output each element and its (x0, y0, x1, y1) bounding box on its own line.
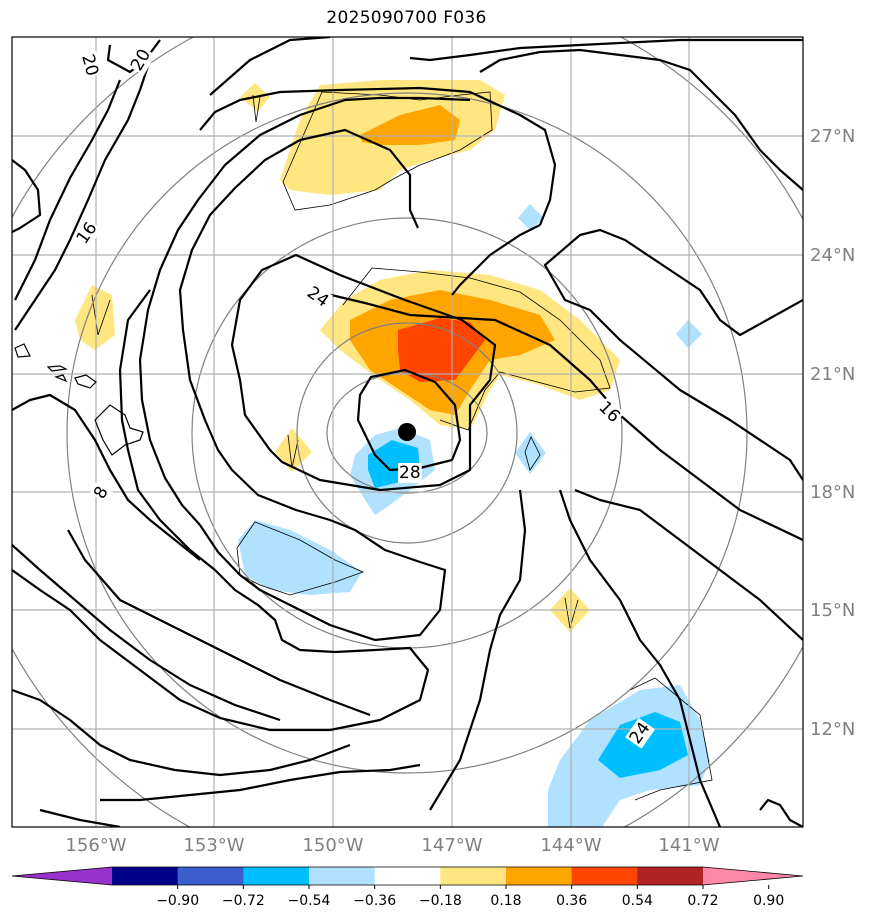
contour-label: 28 (399, 463, 421, 483)
contour-label-halo (625, 717, 656, 749)
contour-label-halo (126, 44, 156, 76)
colorbar-segment (177, 867, 244, 885)
contour-label-halo (302, 282, 334, 313)
colorbar-tick-label: −0.72 (222, 893, 265, 909)
colorbar-segment (112, 867, 179, 885)
lat-label: 21°N (810, 364, 855, 385)
latitude-labels: 27°N 24°N 21°N 18°N 15°N 12°N (810, 126, 855, 740)
contour-label-halo (593, 396, 625, 428)
colorbar-extend-high (703, 867, 803, 885)
lat-label: 12°N (810, 719, 855, 740)
colorbar-tick-label: −0.36 (353, 893, 396, 909)
lon-label: 156°W (65, 835, 126, 856)
heavy-contours (12, 37, 803, 827)
longitude-labels: 156°W 153°W 150°W 147°W 144°W 141°W (65, 835, 719, 856)
colorbar-tick-label: 0.90 (753, 893, 784, 909)
storm-center-marker (398, 423, 416, 441)
contour-label: 24 (303, 283, 332, 312)
contour-label-halo (72, 217, 103, 249)
colorbar-segment (637, 867, 704, 885)
lat-label: 27°N (810, 126, 855, 147)
contour-label-halo (76, 51, 103, 80)
lon-label: 147°W (421, 835, 482, 856)
colorbar-segment (374, 867, 441, 885)
colorbar-segment (243, 867, 310, 885)
lon-label: 141°W (658, 835, 719, 856)
lat-label: 18°N (810, 482, 855, 503)
lon-label: 150°W (302, 835, 363, 856)
colorbar-tick-label: 0.18 (490, 893, 521, 909)
range-rings (12, 37, 803, 827)
colorbar-tick-label: −0.18 (419, 893, 462, 909)
lon-label: 144°W (540, 835, 601, 856)
contour-label-halo (398, 463, 422, 483)
colorbar-segment (571, 867, 638, 885)
colorbar-tick-label: −0.90 (156, 893, 199, 909)
colorbar: −0.90 −0.72 −0.54 −0.36 −0.18 0.18 0.36 0.54 0.7… (11, 866, 804, 909)
coastline-islands (14, 343, 144, 456)
colorbar-segment (440, 867, 507, 885)
colorbar-tick-label: 0.36 (556, 893, 587, 909)
lat-label: 15°N (810, 600, 855, 621)
contour-label-halo (89, 482, 114, 504)
colorbar-tick-label: 0.72 (687, 893, 718, 909)
colorbar-segment (506, 867, 573, 885)
graticule (12, 37, 803, 827)
map-frame (11, 36, 804, 828)
colorbar-extend-low (12, 867, 112, 885)
lon-label: 153°W (183, 835, 244, 856)
map-title: 2025090700 F036 (326, 8, 487, 28)
shaded-field-positive (75, 80, 620, 632)
colorbar-tick-label: −0.54 (288, 893, 331, 909)
colorbar-tick-label: 0.54 (622, 893, 653, 909)
colorbar-outline (11, 866, 804, 886)
lat-label: 24°N (810, 245, 855, 266)
colorbar-segment (309, 867, 376, 885)
